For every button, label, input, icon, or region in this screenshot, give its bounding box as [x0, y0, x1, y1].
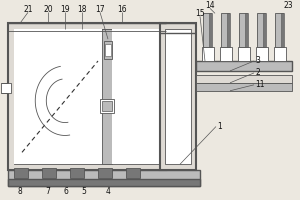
Text: 16: 16: [117, 5, 127, 14]
Bar: [221, 13, 229, 47]
Bar: [203, 13, 211, 47]
Bar: [275, 13, 283, 47]
Bar: [112, 29, 160, 164]
Bar: [160, 23, 196, 170]
Text: 11: 11: [255, 80, 265, 89]
Bar: [274, 47, 286, 61]
Bar: [102, 101, 112, 111]
Bar: [126, 168, 140, 178]
Text: 23: 23: [283, 1, 293, 10]
Text: 18: 18: [77, 5, 87, 14]
Bar: [209, 13, 212, 47]
Bar: [8, 179, 200, 186]
Text: 14: 14: [205, 1, 215, 10]
Bar: [256, 47, 268, 61]
Text: 6: 6: [64, 187, 68, 196]
Text: 3: 3: [256, 56, 260, 65]
Bar: [1, 83, 11, 93]
Bar: [14, 168, 28, 178]
Bar: [102, 29, 112, 164]
Text: 5: 5: [82, 187, 86, 196]
Bar: [196, 83, 292, 91]
Bar: [238, 47, 250, 61]
Bar: [263, 13, 266, 47]
Bar: [42, 168, 56, 178]
Bar: [257, 13, 265, 47]
Bar: [104, 41, 112, 59]
Bar: [14, 29, 102, 164]
Bar: [220, 47, 232, 61]
Text: 20: 20: [43, 5, 53, 14]
Bar: [98, 168, 112, 178]
Text: 17: 17: [95, 5, 105, 14]
Bar: [196, 61, 292, 71]
Bar: [14, 29, 160, 164]
Bar: [100, 99, 114, 113]
Bar: [8, 23, 166, 170]
Text: 8: 8: [18, 187, 22, 196]
Bar: [196, 75, 292, 83]
Bar: [245, 13, 248, 47]
Bar: [165, 29, 191, 164]
Bar: [227, 13, 230, 47]
Text: 4: 4: [106, 187, 110, 196]
Bar: [202, 47, 214, 61]
Text: 1: 1: [218, 122, 222, 131]
Text: 19: 19: [60, 5, 70, 14]
Text: 21: 21: [23, 5, 33, 14]
Bar: [281, 13, 284, 47]
Bar: [105, 44, 111, 56]
Text: 2: 2: [256, 68, 260, 77]
Text: 15: 15: [195, 9, 205, 18]
Bar: [70, 168, 84, 178]
Bar: [8, 170, 200, 186]
Bar: [239, 13, 247, 47]
Text: 7: 7: [46, 187, 50, 196]
